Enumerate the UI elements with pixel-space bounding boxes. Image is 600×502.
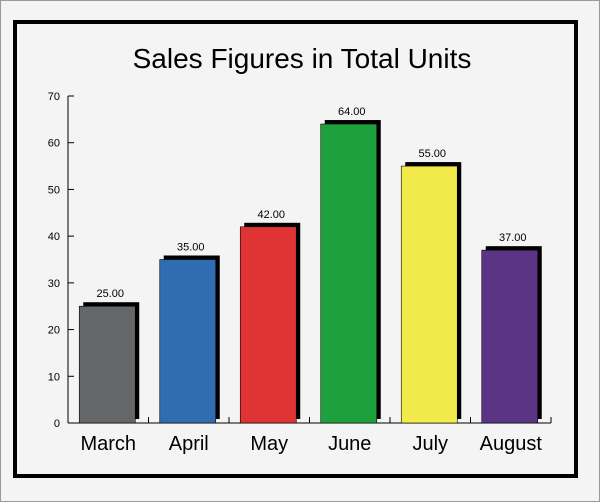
data-label: 25.00 — [96, 288, 124, 300]
y-tick-label: 70 — [48, 91, 60, 103]
bar-july — [400, 165, 458, 424]
data-label: 35.00 — [177, 242, 205, 254]
data-label: 42.00 — [257, 209, 285, 221]
y-tick-label: 30 — [48, 278, 60, 290]
bar-march — [78, 305, 136, 424]
bar-august — [481, 249, 539, 424]
y-tick-label: 50 — [48, 184, 60, 196]
x-tick-label: May — [250, 433, 288, 455]
y-tick-label: 10 — [48, 371, 60, 383]
y-tick-label: 40 — [48, 231, 60, 243]
data-label: 37.00 — [499, 232, 527, 244]
x-tick-label: April — [169, 433, 209, 455]
bar-april — [159, 259, 217, 424]
x-tick-label: July — [412, 433, 448, 455]
y-tick-label: 0 — [54, 418, 60, 430]
x-tick-label: March — [80, 433, 136, 455]
bar-may — [239, 226, 297, 424]
data-label: 55.00 — [418, 148, 446, 160]
y-tick-label: 20 — [48, 325, 60, 337]
bar-june — [320, 123, 378, 424]
data-label: 64.00 — [338, 106, 366, 118]
chart-title: Sales Figures in Total Units — [133, 43, 472, 74]
y-tick-label: 60 — [48, 138, 60, 150]
x-tick-label: August — [480, 433, 543, 455]
x-tick-label: June — [328, 433, 371, 455]
